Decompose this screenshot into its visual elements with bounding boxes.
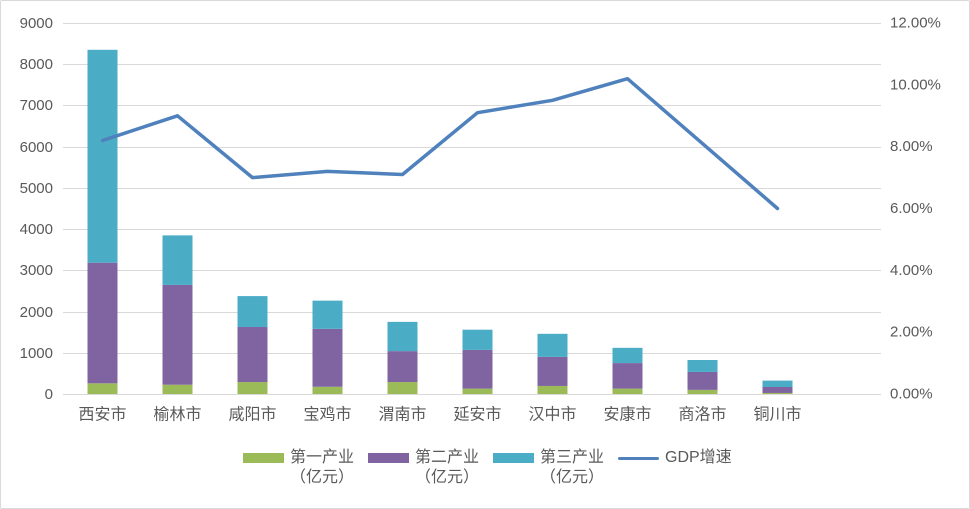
y-left-tick-label: 8000 (20, 56, 53, 73)
y-right-tick-label: 6.00% (890, 200, 933, 217)
y-left-tick-label: 6000 (20, 139, 53, 156)
bar-segment-series-1-category-8 (687, 371, 718, 390)
bar-segment-series-0-category-2 (237, 382, 268, 394)
x-category-label: 渭南市 (378, 406, 426, 424)
bar-segment-series-2-category-9 (762, 380, 793, 387)
legend-item-secondary-industry: 第二产业（亿元） (368, 448, 485, 488)
y-right-tick-label: 4.00% (890, 262, 933, 279)
y-right-tick-label: 12.00% (890, 15, 941, 32)
legend-label: 第一产业（亿元） (290, 449, 355, 486)
bar-segment-series-0-category-4 (387, 382, 418, 394)
y-right-tick-label: 0.00% (890, 386, 933, 403)
y-right-tick-label: 8.00% (890, 138, 933, 155)
bar-segment-series-0-category-7 (612, 388, 643, 394)
y-right-tick-label: 10.00% (890, 76, 941, 93)
y-left-tick-label: 9000 (20, 15, 53, 32)
bar-segment-series-2-category-2 (237, 296, 268, 328)
bar-segment-series-1-category-0 (87, 262, 118, 384)
series-line-3 (100, 76, 780, 211)
legend-item-gdp-growth: GDP增速 (618, 448, 732, 468)
bar-segment-series-2-category-3 (312, 300, 343, 329)
y-left-tick-label: 3000 (20, 262, 53, 279)
bar-segment-series-2-category-0 (87, 49, 118, 263)
stacked-bars (87, 49, 793, 394)
y-left-tick-label: 2000 (20, 304, 53, 321)
legend-swatch (493, 453, 534, 463)
y-right-tick-label: 2.00% (890, 324, 933, 341)
legend-item-primary-industry: 第一产业（亿元） (243, 448, 360, 488)
y-left-tick-label: 1000 (20, 345, 53, 362)
bar-segment-series-1-category-2 (237, 327, 268, 383)
x-category-label: 汉中市 (528, 406, 576, 424)
y-axis-right: 0.00% 2.00% 4.00% 6.00% 8.00% 10.00% 12.00% (890, 15, 941, 403)
x-category-label: 铜川市 (753, 406, 801, 424)
legend-swatch (243, 453, 284, 463)
y-left-tick-label: 4000 (20, 221, 53, 238)
bar-segment-series-0-category-3 (312, 386, 343, 394)
legend: 第一产业（亿元） 第二产业（亿元） 第三产业（亿元） GDP增速 (243, 448, 740, 488)
bar-segment-series-0-category-9 (762, 392, 793, 394)
bar-segment-series-0-category-0 (87, 383, 118, 394)
bar-segment-series-1-category-7 (612, 363, 643, 389)
bar-segment-series-2-category-5 (462, 329, 493, 350)
x-category-label: 商洛市 (678, 406, 726, 424)
legend-label: GDP增速 (665, 449, 732, 466)
bar-segment-series-0-category-6 (537, 385, 568, 394)
bar-segment-series-0-category-5 (462, 388, 493, 394)
x-category-label: 延安市 (453, 406, 501, 424)
bar-segment-series-1-category-1 (162, 284, 193, 385)
legend-label: 第三产业（亿元） (540, 449, 605, 486)
y-left-tick-label: 0 (45, 386, 53, 403)
legend-item-tertiary-industry: 第三产业（亿元） (493, 448, 610, 488)
bar-segment-series-2-category-8 (687, 359, 718, 372)
bar-segment-series-0-category-1 (162, 384, 193, 394)
bar-segment-series-1-category-4 (387, 351, 418, 383)
bar-segment-series-2-category-4 (387, 321, 418, 352)
y-axis-left: 0 1000 2000 3000 4000 5000 6000 7000 8000 9000 (20, 15, 53, 403)
bar-segment-series-2-category-6 (537, 333, 568, 357)
gridlines (63, 23, 881, 395)
bar-segment-series-2-category-7 (612, 347, 643, 364)
combo-chart: 0 1000 2000 3000 4000 5000 6000 7000 8000 9000 0.0… (20, 15, 941, 424)
x-axis: 西安市 榆林市 咸阳市 宝鸡市 渭南市 延安市 汉中市 安康市 商洛市 铜川市 (78, 406, 801, 424)
x-category-label: 宝鸡市 (303, 406, 351, 424)
legend-swatch (368, 453, 409, 463)
y-left-tick-label: 7000 (20, 97, 53, 114)
bar-segment-series-1-category-6 (537, 356, 568, 386)
bar-segment-series-0-category-8 (687, 389, 718, 394)
x-category-label: 榆林市 (153, 406, 201, 424)
bar-segment-series-1-category-5 (462, 349, 493, 389)
x-category-label: 咸阳市 (228, 406, 276, 424)
legend-label: 第二产业（亿元） (415, 449, 480, 486)
legend-line-swatch (618, 457, 659, 460)
x-category-label: 安康市 (603, 406, 651, 424)
y-left-tick-label: 5000 (20, 180, 53, 197)
bar-segment-series-1-category-3 (312, 328, 343, 387)
bar-segment-series-1-category-9 (762, 386, 793, 393)
bar-segment-series-2-category-1 (162, 235, 193, 285)
x-category-label: 西安市 (78, 406, 126, 424)
